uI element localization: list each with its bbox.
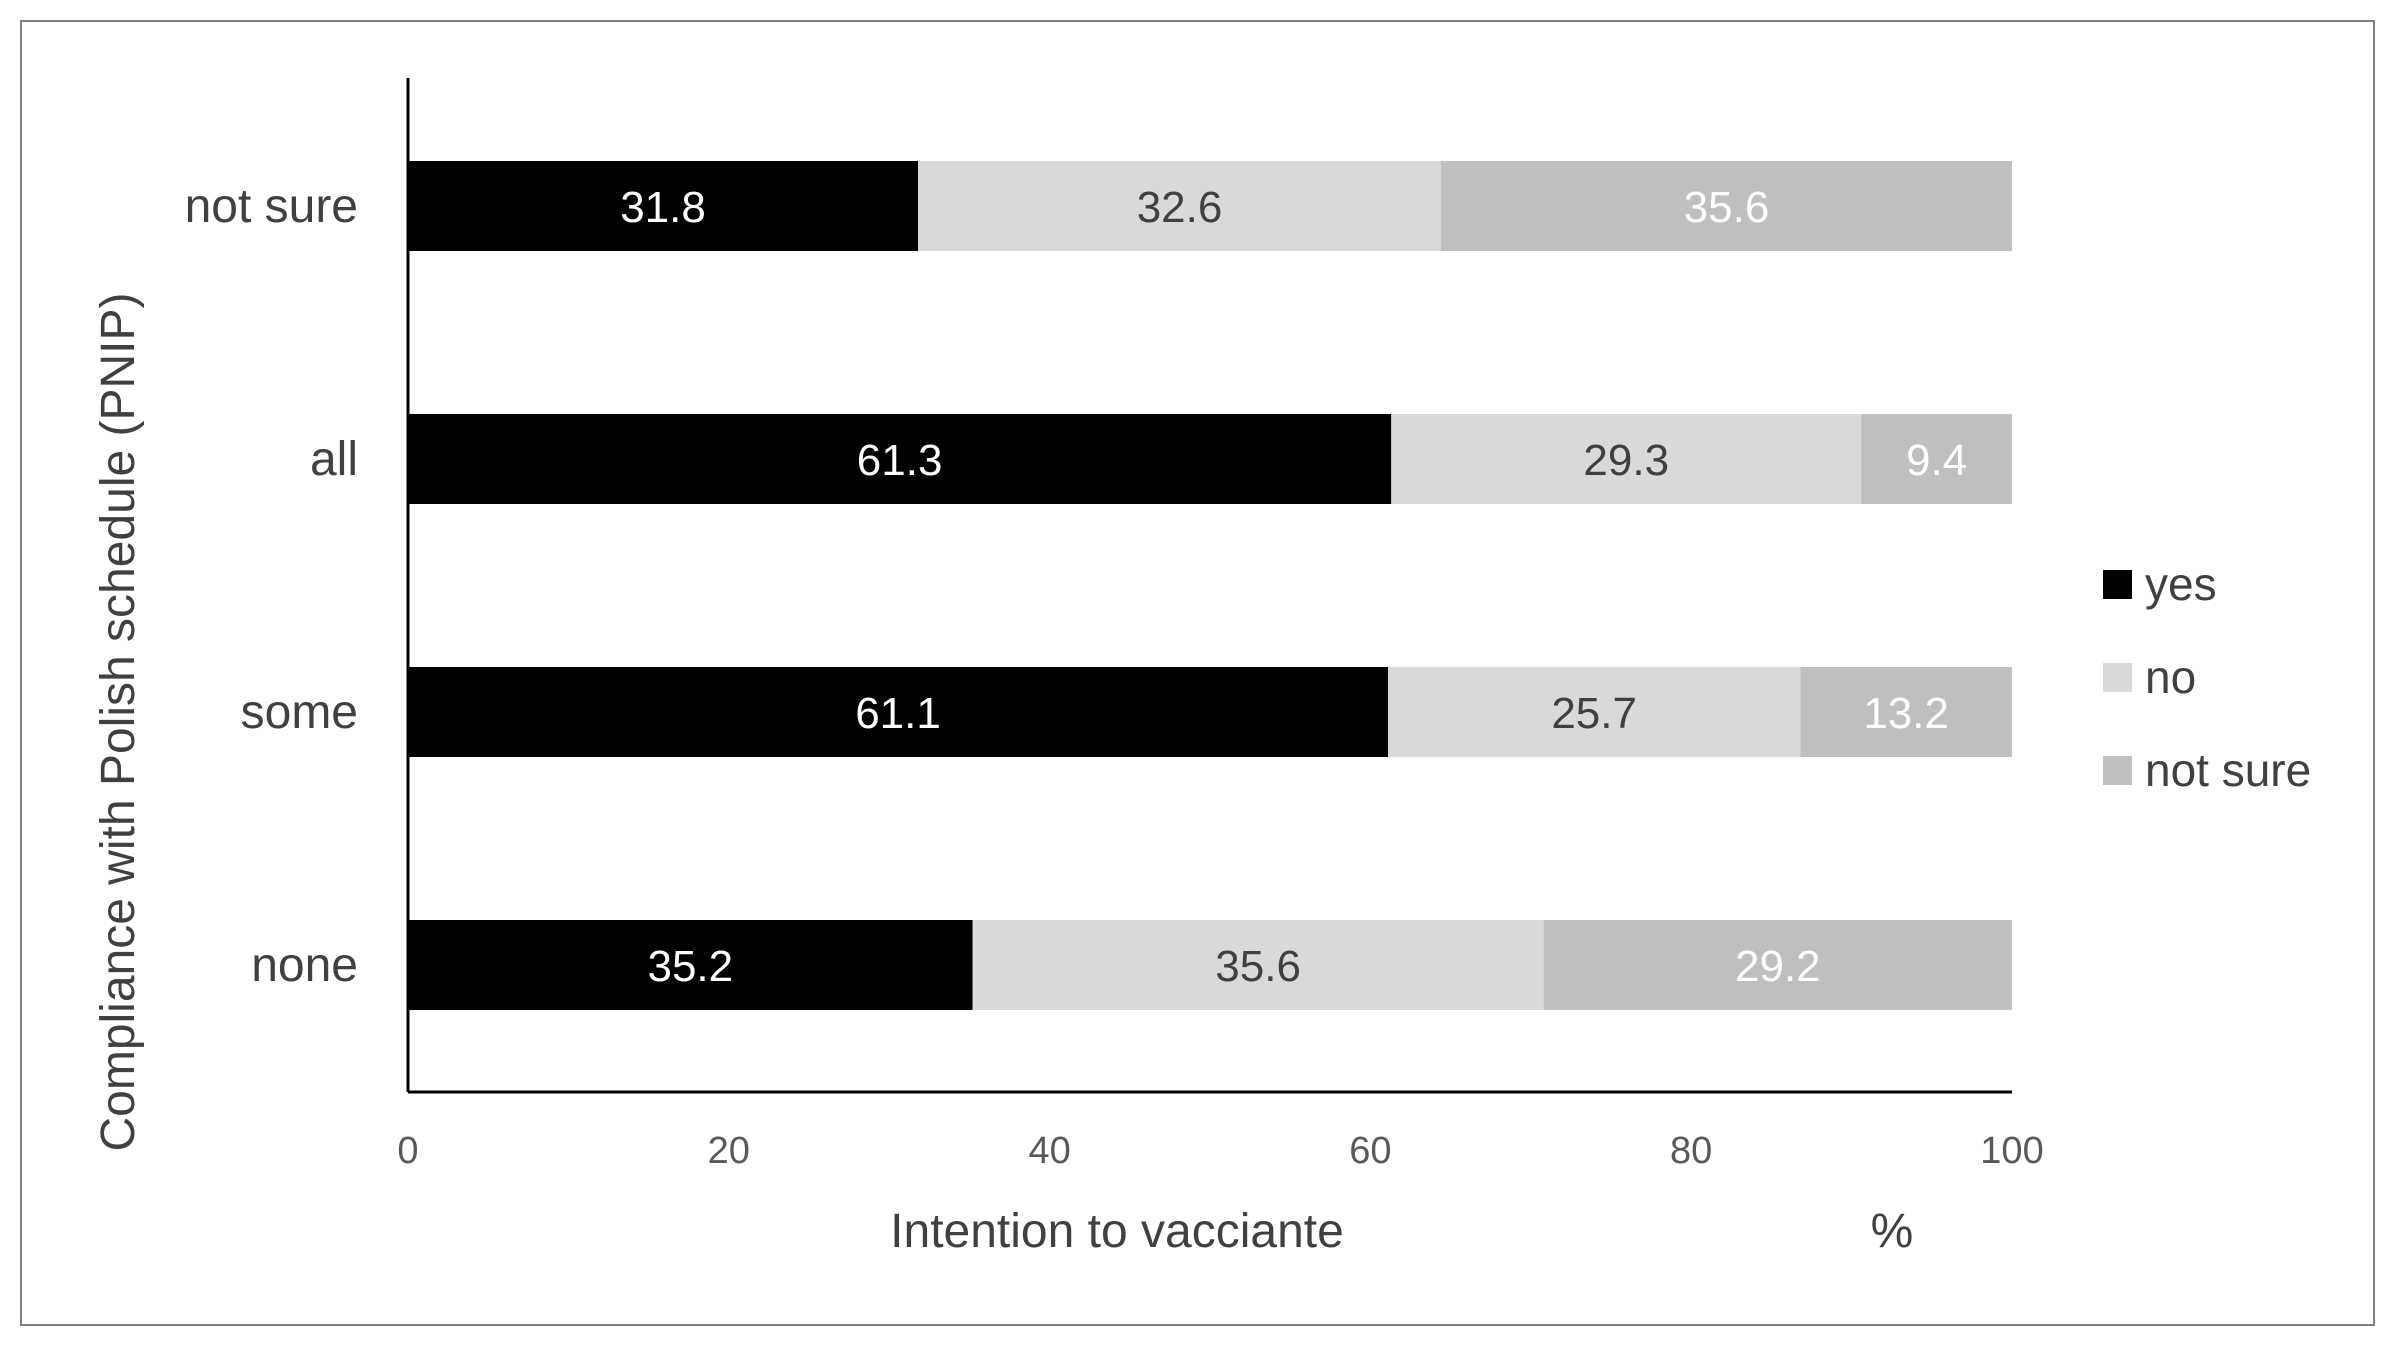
data-label-some-no: 25.7 (1551, 689, 1637, 738)
y-axis-title: Compliance with Polish schedule (PNIP) (92, 292, 145, 1151)
bar-none-yes (408, 920, 973, 1010)
category-label-all: all (310, 433, 358, 486)
legend-swatch-no (2103, 663, 2132, 692)
category-label-some: some (241, 686, 358, 739)
legend: yes no not sure (2103, 558, 2311, 796)
data-label-none-yes: 35.2 (647, 942, 733, 991)
x-tick-label: 60 (1349, 1130, 1391, 1172)
data-label-not-sure-no: 32.6 (1137, 183, 1223, 232)
x-axis-title: Intention to vacciante (890, 1205, 1344, 1258)
data-label-none-not-sure: 29.2 (1735, 942, 1821, 991)
bar-not-sure-no (918, 161, 1441, 251)
data-label-none-no: 35.6 (1215, 942, 1301, 991)
bar-all-not-sure (1861, 414, 2012, 504)
data-label-not-sure-yes: 31.8 (620, 183, 706, 232)
x-tick-label: 80 (1670, 1130, 1712, 1172)
bar-some-yes (408, 667, 1389, 757)
legend-label-not-sure: not sure (2145, 744, 2311, 796)
bars-layer (408, 161, 2012, 1010)
labels-layer: 31.8 32.6 35.6 61.3 29.3 9.4 61.1 25.7 13.2 35.2 3… (620, 183, 1967, 991)
legend-label-no: no (2145, 651, 2196, 703)
x-tick-label: 40 (1028, 1130, 1070, 1172)
x-tick-label: 20 (708, 1130, 750, 1172)
bar-none-no (972, 920, 1544, 1010)
x-axis-unit: % (1871, 1205, 1914, 1258)
data-label-all-not-sure: 9.4 (1906, 436, 1967, 485)
x-tick-labels: 0 20 40 60 80 100 (397, 1130, 2043, 1172)
legend-swatch-not-sure (2103, 756, 2132, 785)
x-tick-label: 100 (1980, 1130, 2043, 1172)
category-label-not-sure: not sure (185, 180, 358, 233)
bar-all-no (1391, 414, 1862, 504)
x-tick-label: 0 (397, 1130, 418, 1172)
bar-some-no (1388, 667, 1801, 757)
bar-not-sure-not-sure (1440, 161, 2012, 251)
legend-label-yes: yes (2145, 558, 2217, 610)
bar-some-not-sure (1800, 667, 2012, 757)
bar-none-not-sure (1543, 920, 2012, 1010)
data-label-all-yes: 61.3 (857, 436, 943, 485)
category-labels: not sure all some none (185, 180, 358, 992)
category-label-none: none (251, 939, 358, 992)
bar-all-yes (408, 414, 1392, 504)
data-label-some-yes: 61.1 (855, 689, 941, 738)
data-label-all-no: 29.3 (1583, 436, 1669, 485)
legend-swatch-yes (2103, 570, 2132, 599)
data-label-some-not-sure: 13.2 (1863, 689, 1949, 738)
data-label-not-sure-not-sure: 35.6 (1684, 183, 1770, 232)
bar-not-sure-yes (408, 161, 919, 251)
